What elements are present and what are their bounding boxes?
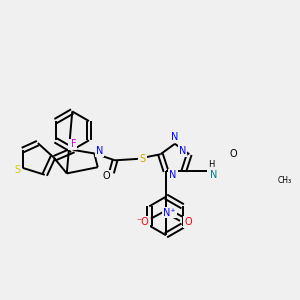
Text: H: H bbox=[208, 160, 214, 169]
Text: O: O bbox=[184, 217, 192, 227]
Text: S: S bbox=[140, 154, 146, 164]
Text: ⁻O: ⁻O bbox=[136, 217, 149, 227]
Text: N: N bbox=[210, 169, 217, 180]
Text: N: N bbox=[69, 140, 76, 149]
Text: N⁺: N⁺ bbox=[163, 208, 176, 218]
Text: CH₃: CH₃ bbox=[278, 176, 292, 185]
Text: F: F bbox=[71, 140, 76, 149]
Text: N: N bbox=[169, 169, 176, 180]
Text: N: N bbox=[171, 132, 178, 142]
Text: S: S bbox=[15, 165, 21, 175]
Text: N: N bbox=[179, 146, 186, 156]
Text: O: O bbox=[102, 171, 110, 181]
Text: O: O bbox=[230, 149, 237, 159]
Text: N: N bbox=[96, 146, 103, 156]
